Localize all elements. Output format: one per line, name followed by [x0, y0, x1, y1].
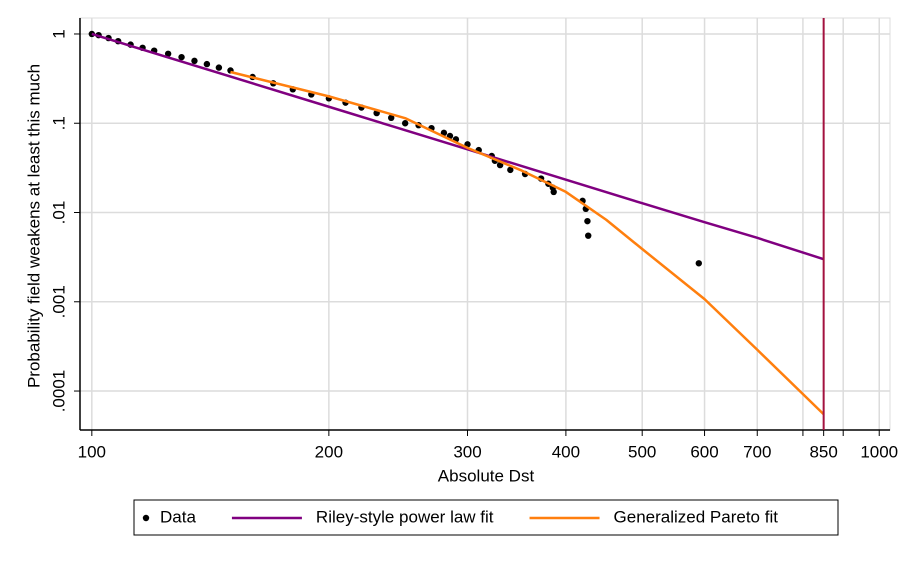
- data-point: [584, 217, 591, 225]
- y-tick-label: .01: [49, 201, 68, 225]
- plot-frame: [79, 17, 891, 431]
- data-point: [178, 53, 185, 61]
- data-point: [215, 64, 223, 71]
- legend-label: Data: [160, 507, 196, 526]
- data-point: [585, 232, 592, 239]
- y-axis-title: Probability field weakens at least this …: [24, 64, 43, 388]
- legend-marker: [142, 514, 150, 522]
- y-tick-label: .1: [49, 116, 68, 130]
- y-tick-label: 1: [49, 29, 68, 38]
- y-tick-label: .001: [49, 285, 68, 318]
- x-tick-label: 700: [743, 442, 771, 461]
- fit-line: [91, 32, 825, 261]
- x-tick-label: 200: [315, 442, 343, 461]
- x-tick-label: 600: [690, 442, 718, 461]
- x-axis-title: Absolute Dst: [438, 466, 535, 485]
- x-tick-label: 400: [552, 442, 580, 461]
- fit-line: [230, 70, 825, 416]
- x-tick-label: 100: [78, 442, 106, 461]
- data-point: [388, 114, 395, 122]
- x-tick-label: 850: [809, 442, 837, 461]
- data-point: [164, 50, 172, 57]
- y-tick-label: .0001: [49, 370, 68, 413]
- data-point: [191, 57, 198, 65]
- data-point: [550, 188, 557, 196]
- legend-label: Generalized Pareto fit: [614, 507, 779, 526]
- data-point: [695, 260, 702, 267]
- data-point: [507, 166, 514, 174]
- legend-label: Riley-style power law fit: [316, 507, 494, 526]
- x-tick-label: 300: [453, 442, 481, 461]
- data-point: [401, 120, 409, 127]
- x-tick-label: 500: [628, 442, 656, 461]
- data-point: [203, 60, 211, 68]
- x-tick-label: 1000: [860, 442, 898, 461]
